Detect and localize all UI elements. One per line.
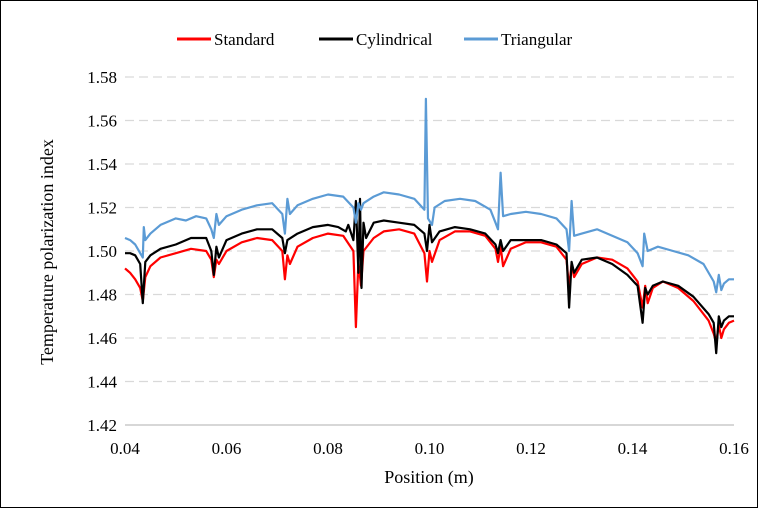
y-axis-title: Temperature polarization index [37, 139, 57, 365]
legend-label-cylindrical: Cylindrical [356, 30, 433, 49]
y-tick-label: 1.56 [87, 112, 117, 131]
y-tick-label: 1.52 [87, 199, 117, 218]
y-tick-label: 1.46 [87, 329, 117, 348]
y-tick-label: 1.48 [87, 286, 117, 305]
x-tick-label: 0.10 [415, 439, 445, 458]
x-tick-label: 0.16 [719, 439, 749, 458]
y-tick-label: 1.58 [87, 68, 117, 87]
y-tick-label: 1.50 [87, 242, 117, 261]
x-tick-label: 0.04 [110, 439, 140, 458]
x-tick-label: 0.12 [516, 439, 546, 458]
y-tick-label: 1.54 [87, 155, 117, 174]
series-line-triangular [124, 97, 734, 294]
x-tick-label: 0.14 [618, 439, 648, 458]
x-axis-title: Position (m) [384, 467, 474, 488]
series-lines [124, 97, 735, 355]
x-tick-label: 0.08 [313, 439, 343, 458]
series-line-cylindrical [125, 197, 734, 355]
y-tick-label: 1.42 [87, 416, 117, 435]
legend-label-triangular: Triangular [501, 30, 572, 49]
y-tick-label: 1.44 [87, 373, 117, 392]
axes: 1.42 1.44 1.46 1.48 1.50 1.52 1.54 1.56 1.58 0.04… [87, 68, 749, 458]
legend: Standard Cylindrical Triangular [177, 30, 572, 49]
x-tick-label: 0.06 [212, 439, 242, 458]
legend-label-standard: Standard [214, 30, 275, 49]
